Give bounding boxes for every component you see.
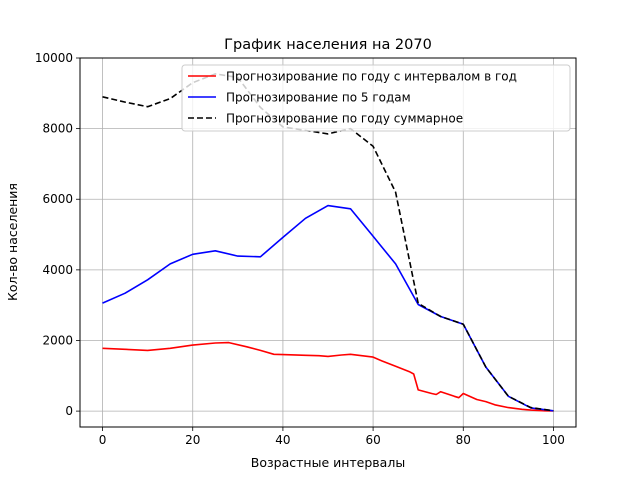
plot-frame [79, 57, 577, 428]
legend-label-1: Прогнозирование по году с интервалом в г… [226, 70, 517, 84]
x-tick-label: 20 [185, 433, 200, 447]
ticks: 0 20 40 60 80 100 0 2000 4000 6000 8000 10000 [35, 51, 565, 447]
x-tick-label: 100 [542, 433, 565, 447]
x-tick-label: 0 [99, 433, 107, 447]
y-tick-label: 6000 [42, 192, 73, 206]
chart-title: График населения на 2070 [224, 37, 432, 53]
series-layer [102, 73, 554, 412]
y-tick-label: 0 [65, 404, 73, 418]
x-axis-label: Возрастные интервалы [251, 455, 405, 470]
x-tick-label: 40 [275, 433, 290, 447]
series-line-1 [102, 341, 554, 412]
y-tick-label: 8000 [42, 122, 73, 136]
y-tick-label: 4000 [42, 263, 73, 277]
x-tick-label: 80 [456, 433, 471, 447]
series-line-2 [102, 204, 554, 412]
legend-label-2: Прогнозирование по 5 годам [226, 91, 411, 105]
y-tick-label: 2000 [42, 333, 73, 347]
series-line-3 [102, 73, 554, 412]
y-axis-label: Кол-во населения [5, 183, 20, 301]
legend-box [181, 64, 571, 132]
y-tick-label: 10000 [35, 51, 73, 65]
legend-label-3: Прогнозирование по году суммарное [226, 112, 463, 126]
legend: Прогнозирование по году с интервалом в г… [181, 64, 571, 132]
x-tick-label: 60 [365, 433, 380, 447]
